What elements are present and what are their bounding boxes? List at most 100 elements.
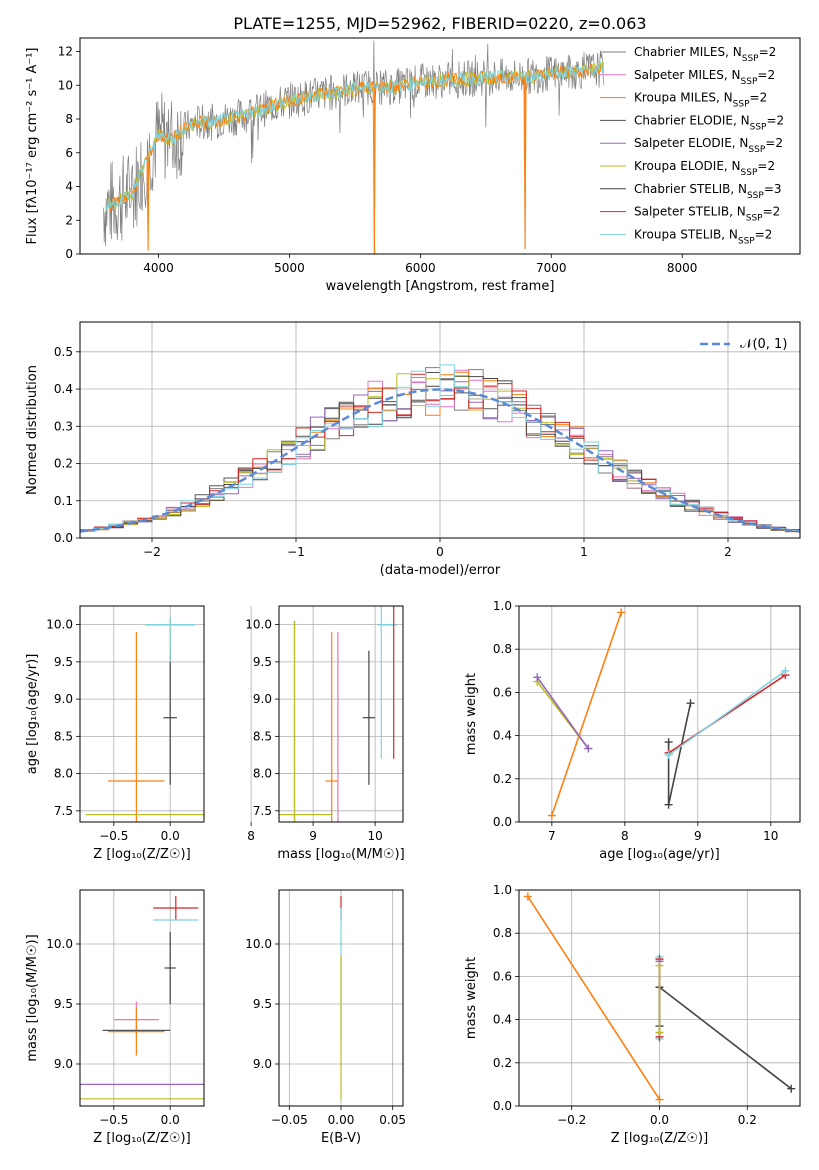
z-vs-mass-plot-area <box>80 896 204 1100</box>
x-tick-label: 0 <box>436 545 444 559</box>
age-weights-panel: 7 8 9 10 0.0 0.2 0.4 0.6 0.8 1.0 age [log₁₀(age/yr… <box>464 599 801 862</box>
y-tick-label: 0.4 <box>493 729 512 743</box>
y-tick-label: 0.4 <box>54 382 73 396</box>
y-tick-label: 0.2 <box>54 457 73 471</box>
z-weights-panel: −0.2 0.0 0.2 0.0 0.2 0.4 0.6 0.8 1.0 Z [log₁₀(Z/Z… <box>464 883 801 1146</box>
weight-line <box>668 670 786 756</box>
weight-marker <box>655 1095 664 1104</box>
y-tick-label: 0.2 <box>493 1056 512 1070</box>
weight-line <box>536 676 589 750</box>
x-axis-label: (data-model)/error <box>380 563 501 578</box>
y-tick-label: 0.5 <box>54 345 73 359</box>
y-tick-label: 0.6 <box>493 685 512 699</box>
y-tick-label: 0.6 <box>493 969 512 983</box>
y-tick-label: 0.0 <box>493 815 512 829</box>
weight-marker <box>523 892 532 901</box>
y-tick-label: 10.0 <box>245 937 272 951</box>
axes-frame <box>518 889 801 1107</box>
weight-line <box>667 703 692 805</box>
y-tick-label: 7.5 <box>54 804 73 818</box>
y-tick-label: 9.0 <box>253 692 272 706</box>
axes-frame <box>278 605 404 823</box>
x-tick-label: −0.5 <box>99 829 128 843</box>
x-tick-label: −1 <box>287 545 305 559</box>
axes-frame <box>79 321 801 539</box>
mass-vs-age-panel: 8 9 10 7.5 8.0 8.5 9.0 9.5 10.0 mass [log₁₀(M/M☉)… <box>245 605 405 862</box>
y-tick-label: 8.0 <box>54 767 73 781</box>
x-tick-label: 6000 <box>405 261 436 275</box>
y-tick-label: 0.8 <box>493 642 512 656</box>
y-tick-label: 0.1 <box>54 494 73 508</box>
weight-marker <box>655 1028 664 1037</box>
y-tick-label: 0.8 <box>493 926 512 940</box>
x-tick-label: −0.05 <box>271 1113 308 1127</box>
y-tick-label: 9.0 <box>54 692 73 706</box>
y-tick-label: 0.2 <box>493 772 512 786</box>
axes-frame <box>278 889 404 1107</box>
y-tick-label: 10 <box>58 78 73 92</box>
y-tick-label: 9.0 <box>54 1057 73 1071</box>
y-tick-label: 12 <box>58 45 73 59</box>
x-axis-label: E(B-V) <box>321 1131 361 1146</box>
z-vs-age-plot-area <box>85 617 204 822</box>
axes-frame <box>79 37 801 255</box>
x-tick-label: 9 <box>309 829 317 843</box>
observed-spectrum-line <box>103 40 604 246</box>
spectrum-plot-area <box>103 40 605 254</box>
weight-marker <box>787 1084 796 1093</box>
legend-entry: Chabrier STELIB, NSSP=3 <box>634 182 782 201</box>
figure-title: PLATE=1255, MJD=52962, FIBERID=0220, z=0… <box>233 14 646 33</box>
x-axis-label: age [log₁₀(age/yr)] <box>599 847 720 862</box>
x-tick-label: 0.2 <box>738 1113 757 1127</box>
y-axis-label: Flux [fλ10⁻¹⁷ erg cm⁻² s⁻¹ A⁻¹] <box>25 48 40 245</box>
y-tick-label: 4 <box>65 180 73 194</box>
x-tick-label: 0.05 <box>379 1113 406 1127</box>
legend-entry: Salpeter ELODIE, NSSP=2 <box>634 136 783 155</box>
legend-entry: Chabrier MILES, NSSP=2 <box>634 45 776 64</box>
weight-line <box>668 674 786 754</box>
y-tick-label: 9.0 <box>253 1057 272 1071</box>
x-tick-label: 0.0 <box>650 1113 669 1127</box>
legend-entry: Salpeter STELIB, NSSP=2 <box>634 205 780 224</box>
x-tick-label: 10 <box>763 829 778 843</box>
x-tick-label: 0.0 <box>161 1113 180 1127</box>
z-vs-mass-panel: −0.5 0.0 9.0 9.5 10.0 Z [log₁₀(Z/Z☉)] mass [lo… <box>25 889 205 1146</box>
x-tick-label: 7000 <box>536 261 567 275</box>
y-tick-label: 8.5 <box>54 729 73 743</box>
model-spectrum-line <box>105 61 605 211</box>
y-axis-label: mass [log₁₀(M/M☉)] <box>25 934 40 1061</box>
y-tick-label: 9.5 <box>253 997 272 1011</box>
y-tick-label: 1.0 <box>493 883 512 897</box>
x-tick-label: 0.0 <box>161 829 180 843</box>
x-tick-label: 4000 <box>143 261 174 275</box>
weight-line <box>551 612 622 816</box>
axes-frame <box>79 889 205 1107</box>
x-tick-label: 9 <box>694 829 702 843</box>
residuals-panel: −2 −1 0 1 2 0.0 0.1 0.2 0.3 0.4 0.5 (data-model)/er… <box>25 321 801 578</box>
spectrum-panel: 4000 5000 6000 7000 8000 0 2 4 6 8 10 12 wavelength … <box>25 37 801 294</box>
weight-line <box>659 986 792 1090</box>
y-tick-label: 0.4 <box>493 1013 512 1027</box>
legend-entry: 𝒩(0, 1) <box>740 337 787 352</box>
weight-marker <box>655 961 664 970</box>
weight-marker <box>686 699 695 708</box>
legend-entry: Chabrier ELODIE, NSSP=2 <box>634 113 784 132</box>
y-axis-label: Normed distribution <box>25 365 40 495</box>
z-weights-plot-area <box>523 892 796 1104</box>
weight-marker <box>781 666 790 675</box>
ebv-vs-mass-panel: −0.05 0.00 0.05 9.0 9.5 10.0 E(B-V) <box>245 889 406 1146</box>
y-tick-label: 9.5 <box>54 997 73 1011</box>
weight-marker <box>664 738 673 747</box>
x-tick-label: 8000 <box>667 261 698 275</box>
x-tick-label: 0.00 <box>328 1113 355 1127</box>
legend-entry: Kroupa STELIB, NSSP=2 <box>634 227 772 246</box>
x-tick-label: 5000 <box>274 261 305 275</box>
weight-marker <box>664 751 673 760</box>
y-tick-label: 0.0 <box>54 531 73 545</box>
z-vs-age-panel: −0.5 0.0 7.5 8.0 8.5 9.0 9.5 10.0 Z [log₁₀(Z/Z☉)… <box>25 605 205 862</box>
y-axis-label: mass weight <box>464 957 479 1039</box>
y-tick-label: 8 <box>65 112 73 126</box>
weight-marker <box>664 800 673 809</box>
x-tick-label: −0.5 <box>99 1113 128 1127</box>
